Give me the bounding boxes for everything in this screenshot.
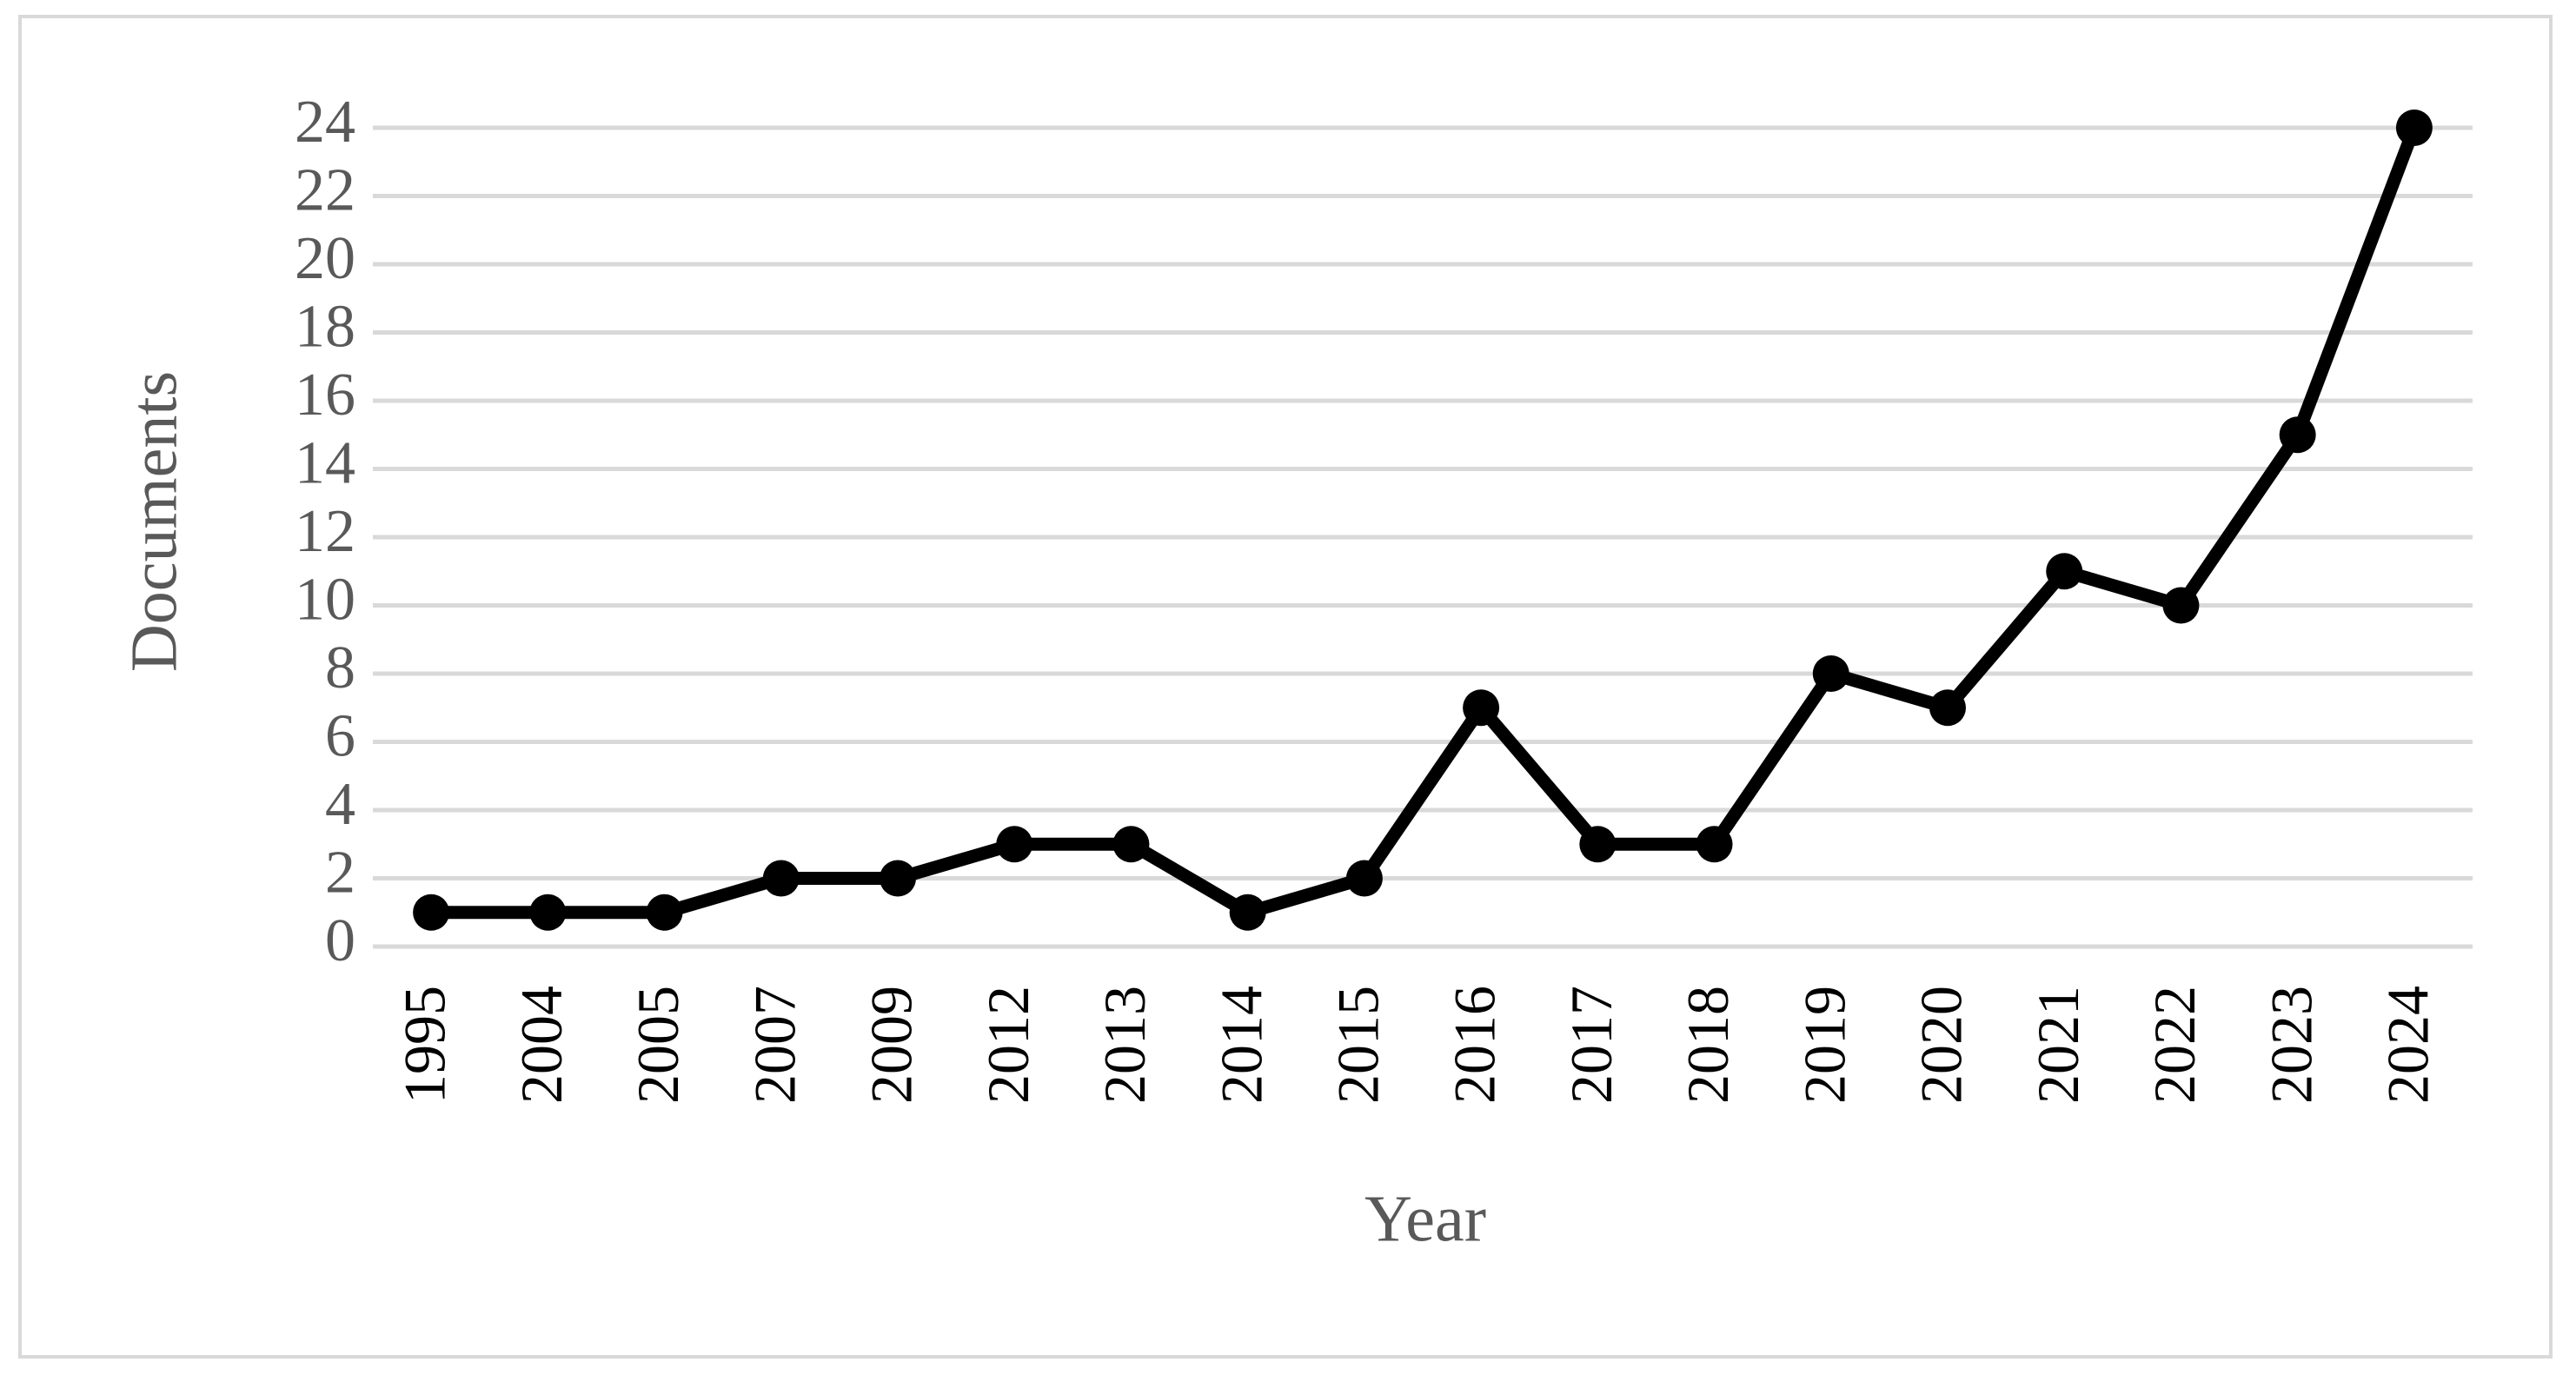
y-tick-label: 14 [295, 430, 355, 497]
y-tick-label: 8 [325, 635, 355, 701]
y-tick-label: 18 [295, 294, 355, 361]
y-axis-title: Documents [117, 371, 190, 672]
x-tick-label: 1995 [392, 986, 458, 1104]
x-tick-label: 2005 [625, 986, 691, 1104]
y-tick-label: 20 [295, 225, 355, 292]
x-tick-label: 2007 [741, 986, 807, 1104]
point [762, 860, 800, 897]
y-tick-label: 16 [295, 362, 355, 429]
x-tick-label: 2016 [1442, 986, 1508, 1104]
point [1345, 860, 1383, 897]
point [1463, 689, 1500, 727]
series-line [431, 125, 2420, 920]
x-tick-label: 2020 [1909, 986, 1975, 1104]
point [529, 894, 567, 931]
y-tick-label: 10 [295, 567, 355, 634]
x-tick-label: 2014 [1208, 986, 1274, 1104]
y-tick-label: 24 [295, 89, 355, 156]
point [1112, 826, 1150, 863]
x-axis-title: Year [1364, 1182, 1486, 1255]
point [1929, 689, 1966, 727]
y-tick-label: 4 [325, 771, 355, 838]
point [1229, 894, 1266, 931]
y-tick-label: 12 [295, 498, 355, 565]
point [1696, 826, 1733, 863]
x-tick-label: 2009 [859, 986, 925, 1104]
point [1812, 655, 1849, 692]
x-tick-label: 2015 [1325, 986, 1391, 1104]
y-tick-label: 6 [325, 703, 355, 770]
point [2046, 553, 2083, 590]
x-tick-label: 2023 [2258, 986, 2324, 1104]
chart-border [18, 15, 2553, 1359]
point [2395, 110, 2433, 146]
y-tick-label: 22 [295, 157, 355, 224]
point [413, 894, 450, 931]
x-tick-label: 2004 [508, 986, 574, 1104]
point [996, 826, 1033, 863]
y-tick-label: 2 [325, 840, 355, 907]
x-tick-label: 2018 [1675, 986, 1741, 1104]
x-tick-label: 2017 [1558, 986, 1624, 1104]
point [880, 860, 916, 897]
point [2162, 587, 2200, 624]
x-tick-label: 2019 [1791, 986, 1857, 1104]
y-tick-label: 0 [325, 907, 355, 974]
x-tick-label: 2013 [1092, 986, 1158, 1104]
x-tick-label: 2024 [2374, 986, 2440, 1104]
point [646, 894, 683, 931]
x-tick-label: 2022 [2141, 986, 2208, 1104]
x-tick-label: 2012 [975, 986, 1041, 1104]
point [2279, 416, 2316, 454]
point [1579, 826, 1617, 863]
x-tick-label: 2021 [2025, 986, 2091, 1104]
